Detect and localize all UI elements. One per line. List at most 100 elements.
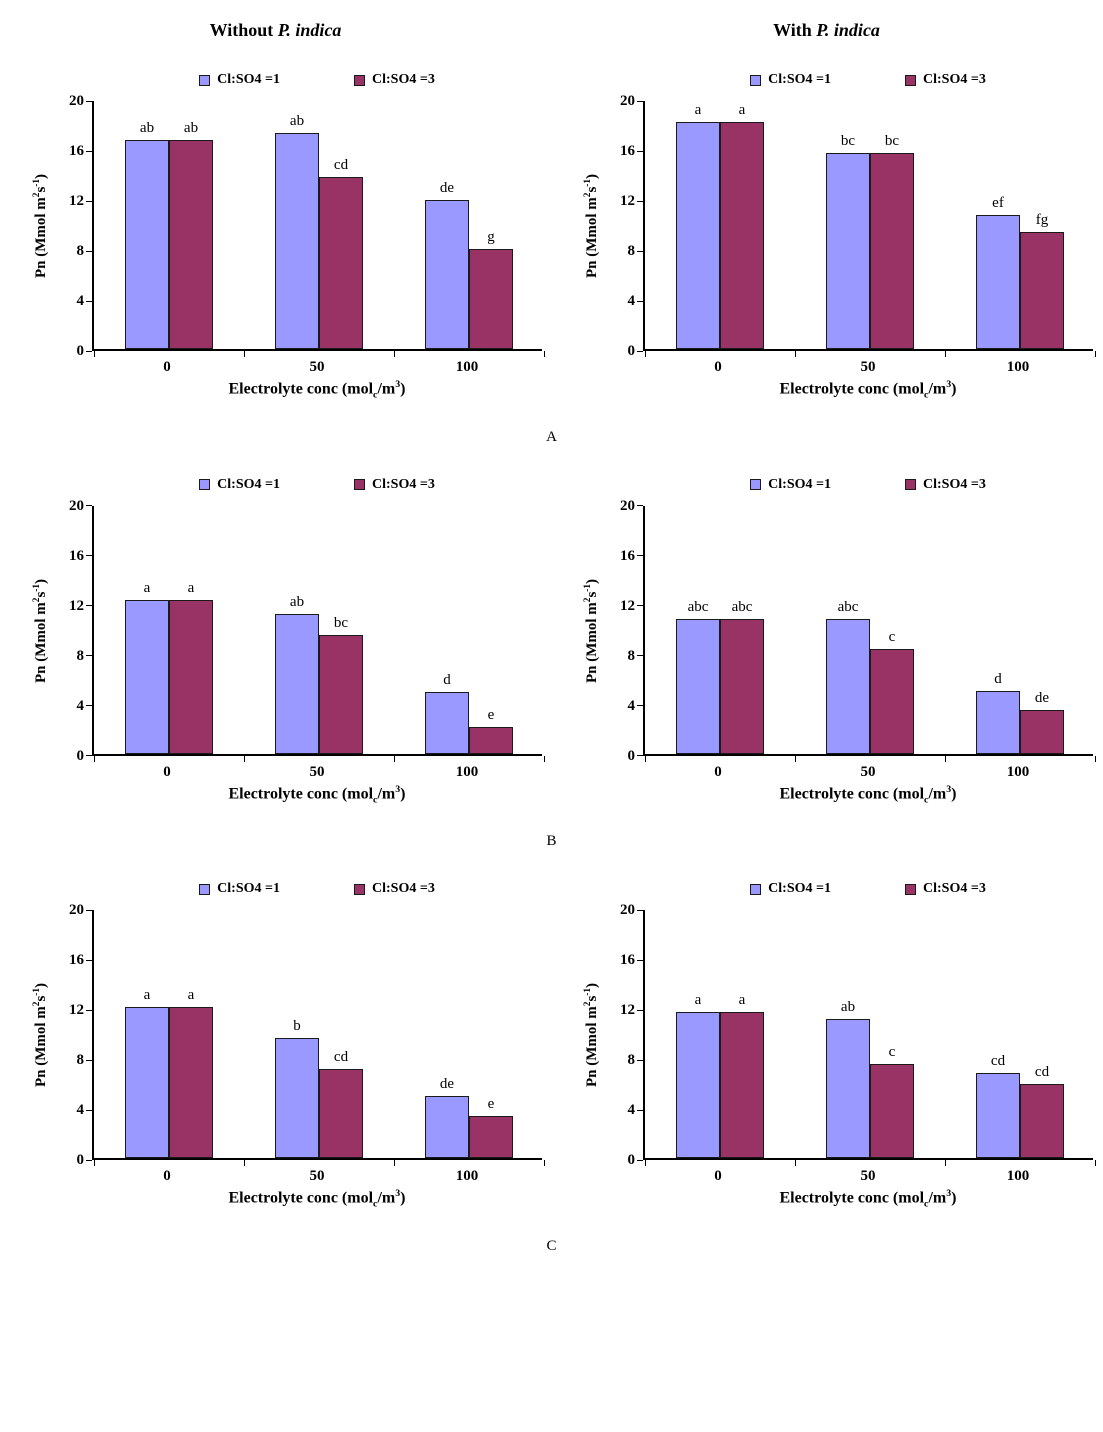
chart-legend: Cl:SO4 =1 Cl:SO4 =3 (643, 880, 1093, 898)
x-axis-title: Electrolyte conc (molc/m3) (779, 379, 957, 401)
chart-legend: Cl:SO4 =1 Cl:SO4 =3 (643, 71, 1093, 89)
legend-swatch-icon (905, 74, 916, 86)
legend-swatch-icon (750, 479, 762, 491)
y-tick-label: 0 (76, 747, 85, 764)
bar-series2-cat2 (469, 1115, 513, 1159)
legend-label: Cl:SO4 =1 (217, 476, 280, 492)
x-tick-label: 0 (163, 1168, 171, 1185)
bar-series2-cat2 (469, 249, 513, 349)
sig-label: abc (731, 598, 753, 615)
sig-label: de (1034, 689, 1050, 706)
bar-series1-cat0 (676, 618, 720, 754)
legend-swatch-icon (905, 479, 916, 491)
y-tick-label: 20 (69, 93, 84, 109)
legend-label: Cl:SO4 =3 (372, 476, 435, 492)
x-tick-labels: 0 50 100 (92, 359, 542, 376)
bar-series1-cat0 (125, 1006, 169, 1159)
sig-label: ab (289, 593, 305, 610)
y-tick-mark (86, 605, 92, 607)
y-tick-label: 16 (69, 143, 84, 159)
x-tick-mark (243, 351, 245, 357)
plot-area-wrap: 0 4 8 12 16 20 a a b cd de e (54, 902, 545, 1168)
legend-item-2: Cl:SO4 =3 (354, 72, 435, 88)
y-tick-mark (86, 200, 92, 202)
x-tick-mark (1094, 1160, 1096, 1167)
legend-item-1: Cl:SO4 =1 (199, 72, 280, 88)
y-axis-title: Pn (Mmol m2s-1) (579, 101, 605, 351)
y-tick-label: 12 (620, 193, 635, 209)
x-tick-mark (93, 755, 95, 762)
bar-series1-cat0 (125, 599, 169, 754)
column-header-with-species: P. indica (816, 20, 880, 40)
x-tick-mark (944, 755, 946, 762)
bar-series2-cat1 (870, 152, 914, 349)
x-tick-label: 100 (1006, 359, 1030, 375)
y-axis-title: Pn (Mmol m2s-1) (28, 101, 54, 351)
bar-series1-cat2 (976, 1073, 1020, 1159)
x-tick-labels: 0 50 100 (643, 764, 1093, 781)
y-tick-label: 8 (76, 1052, 85, 1069)
column-header-without-prefix: Without (209, 20, 278, 40)
sig-label: a (694, 101, 702, 118)
chart-legend: Cl:SO4 =1 Cl:SO4 =3 (92, 71, 542, 89)
legend-label: Cl:SO4 =1 (768, 881, 831, 897)
legend-swatch-icon (199, 74, 211, 86)
plot-area: ab ab ab cd de g (92, 101, 545, 357)
x-tick-label: 100 (455, 763, 479, 780)
bar-series1-cat1 (826, 618, 870, 754)
chart-legend: Cl:SO4 =1 Cl:SO4 =3 (643, 476, 1093, 494)
plot-area-wrap: 0 4 8 12 16 20 a a ab c cd cd (605, 902, 1096, 1168)
y-tick-label: 12 (69, 193, 84, 209)
x-tick-mark (243, 1160, 245, 1167)
x-tick-mark (794, 755, 796, 762)
y-tick-mark (86, 350, 92, 352)
x-tick-mark (543, 1160, 545, 1167)
bar-series2-cat2 (1020, 709, 1064, 754)
y-tick-label: 12 (620, 1002, 635, 1019)
y-axis-title: Pn (Mmol m2s-1) (28, 910, 54, 1160)
bar-series1-cat2 (425, 1095, 469, 1159)
sig-label: ab (139, 120, 155, 137)
sig-label: a (187, 986, 195, 1003)
x-tick-mark (794, 1160, 796, 1167)
sig-label: a (143, 986, 151, 1003)
bar-series2-cat0 (720, 121, 764, 349)
y-tick-mark (637, 1109, 643, 1111)
y-tick-label: 16 (620, 952, 635, 969)
sig-label: ab (183, 120, 199, 137)
x-tick-labels: 0 50 100 (643, 359, 1093, 376)
plot-area: a a ab bc d e (92, 505, 545, 762)
y-tick-label: 0 (627, 747, 636, 764)
legend-swatch-icon (354, 74, 365, 86)
bar-series1-cat2 (976, 691, 1020, 754)
x-tick-label: 0 (714, 1168, 722, 1185)
row-a: Cl:SO4 =1 Cl:SO4 =3 Pn (Mmol m2s-1) 0 4 8 12 16… (0, 71, 1103, 401)
sig-label: e (487, 1095, 495, 1112)
panel-label-c: C (546, 1237, 557, 1254)
row-c: Cl:SO4 =1 Cl:SO4 =3 Pn (Mmol m2s-1) 0 4 8 12 16… (0, 880, 1103, 1210)
chart-body: Pn (Mmol m2s-1) 0 4 8 12 16 20 abc abc abc c d de (579, 498, 1102, 764)
chart-legend: Cl:SO4 =1 Cl:SO4 =3 (92, 880, 542, 898)
sig-label: a (738, 101, 746, 118)
y-tick-mark (637, 605, 643, 607)
y-tick-label: 16 (620, 143, 635, 159)
x-tick-label: 50 (309, 1168, 325, 1185)
y-tick-label: 8 (627, 647, 636, 664)
bar-series2-cat1 (870, 648, 914, 754)
y-tick-label: 8 (76, 647, 85, 664)
y-tick-label: 12 (69, 597, 84, 614)
legend-label: Cl:SO4 =3 (923, 72, 986, 87)
x-axis-title: Electrolyte conc (molc/m3) (228, 379, 406, 401)
y-tick-label: 4 (76, 293, 85, 309)
legend-item-1: Cl:SO4 =1 (750, 477, 831, 493)
bar-series1-cat0 (676, 1011, 720, 1159)
y-tick-label: 8 (76, 243, 85, 259)
panel-label-a: A (546, 428, 557, 445)
x-axis-title: Electrolyte conc (molc/m3) (228, 783, 406, 806)
legend-item-2: Cl:SO4 =3 (905, 881, 986, 897)
y-tick-mark (637, 1159, 643, 1161)
y-tick-label: 4 (627, 1102, 636, 1119)
y-tick-mark (86, 1009, 92, 1011)
y-tick-label: 16 (620, 547, 635, 564)
y-tick-label: 8 (627, 1052, 636, 1069)
